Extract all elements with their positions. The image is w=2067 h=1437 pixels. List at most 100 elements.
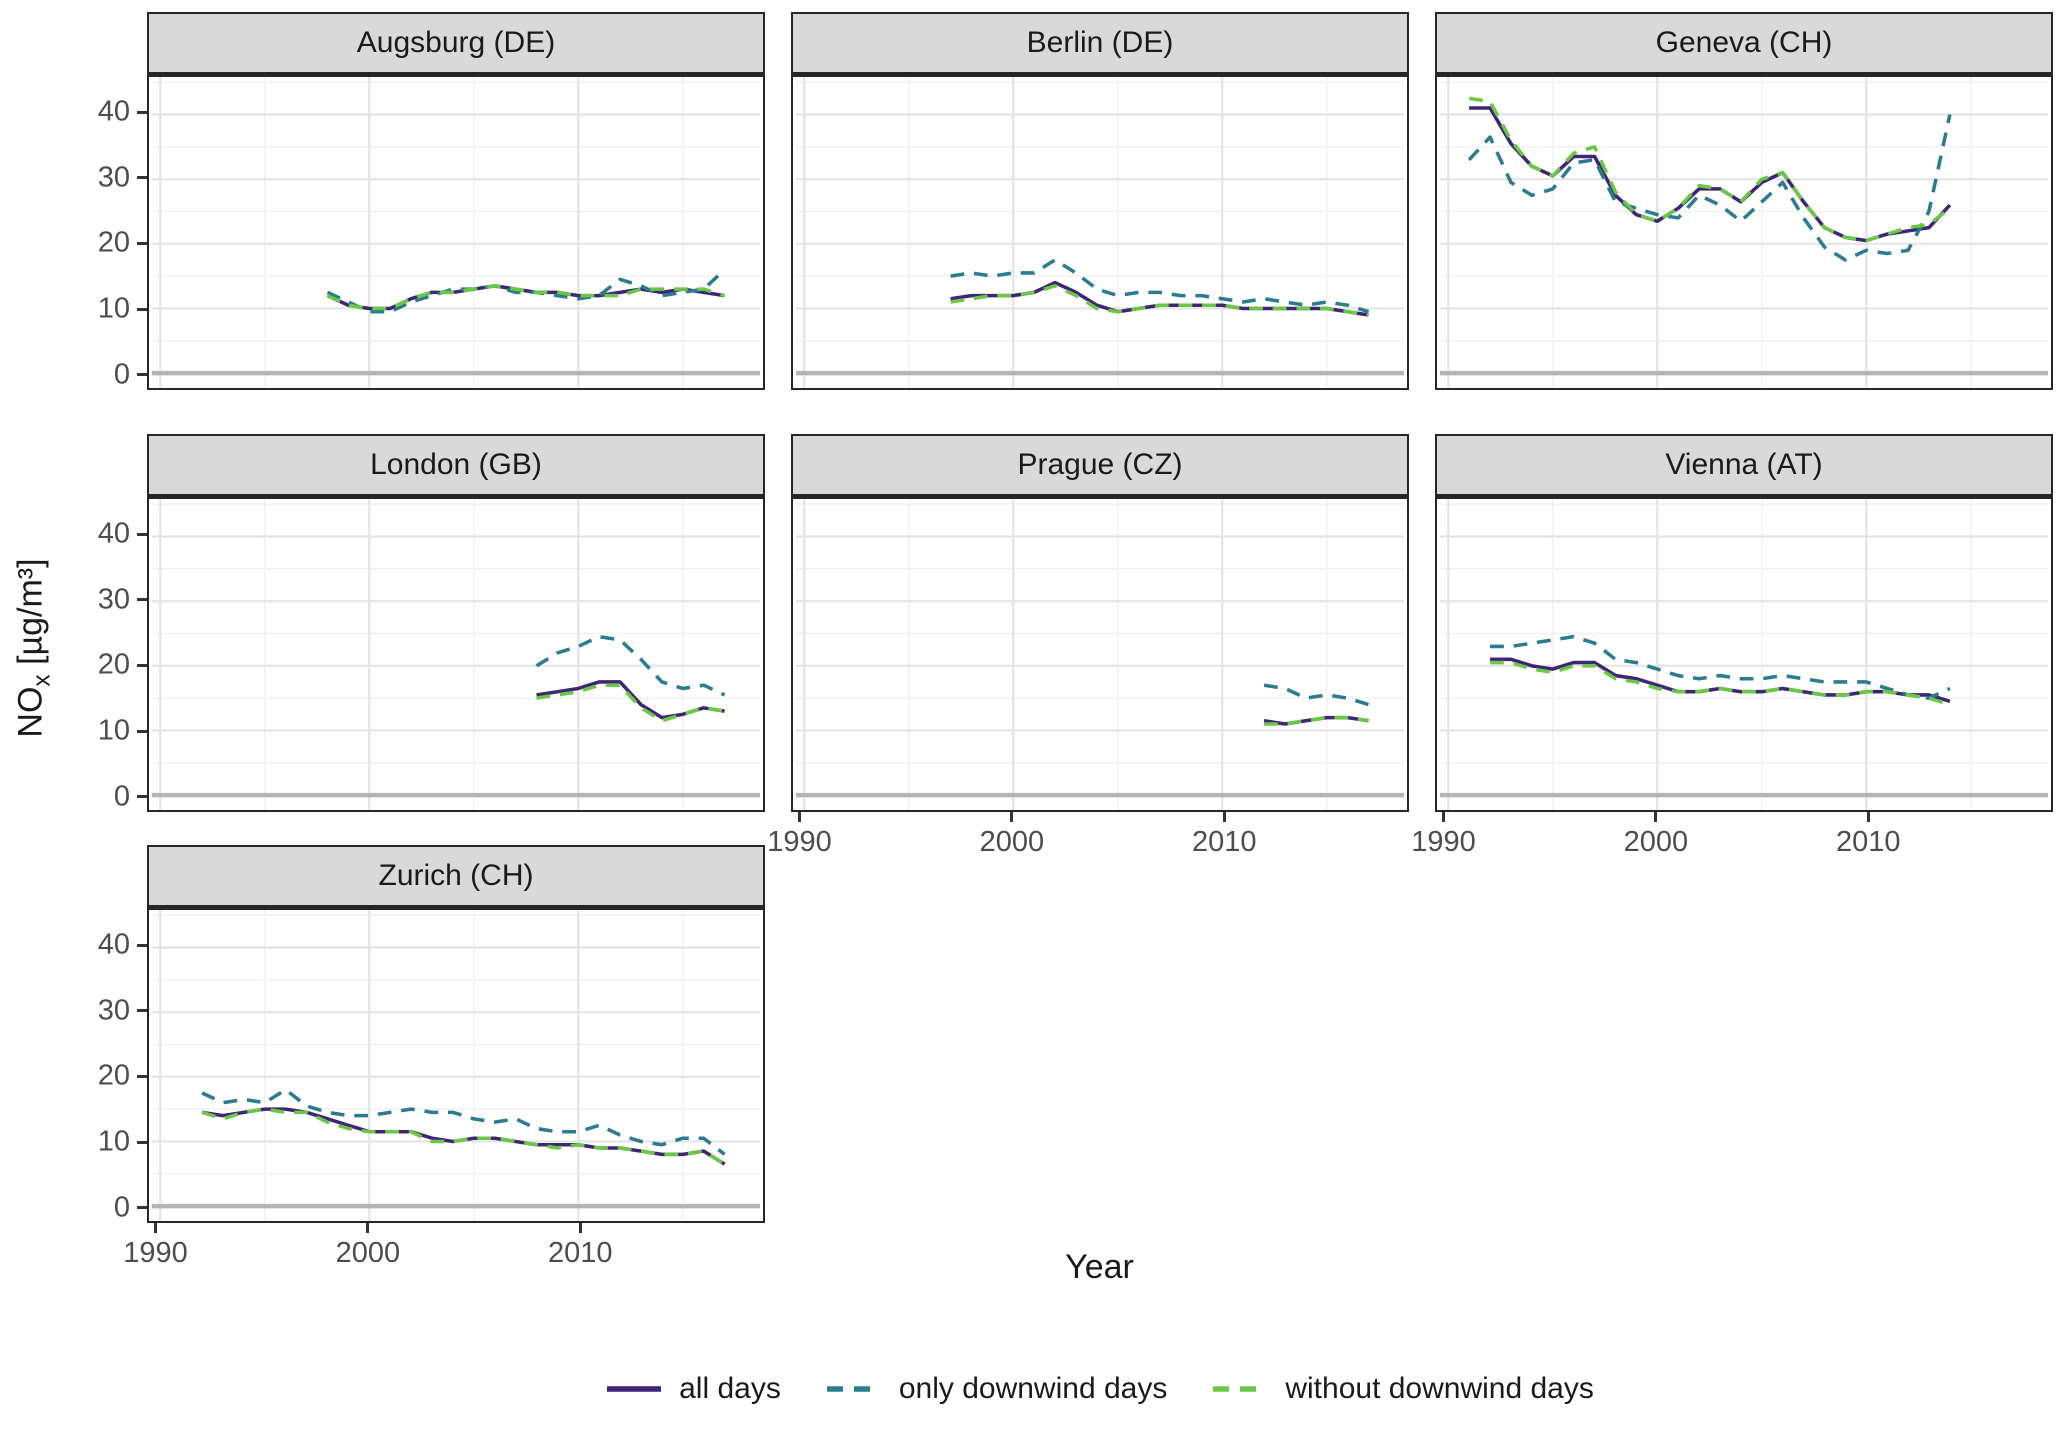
series-line-all-days	[1469, 106, 1952, 243]
x-tick-mark	[1654, 812, 1658, 822]
facet-cell-zurich: Zurich (CH)	[147, 845, 765, 1223]
facet-strip: Geneva (CH)	[1435, 12, 2053, 74]
y-tick-label: 10	[97, 714, 130, 747]
facet-title: London (GB)	[370, 448, 542, 481]
facet-title: Prague (CZ)	[1017, 448, 1183, 481]
facet-cell-berlin: Berlin (DE)	[791, 12, 1409, 390]
y-tick-label: 20	[97, 226, 130, 259]
facet-panel-berlin	[791, 74, 1409, 390]
facet-strip: Zurich (CH)	[147, 845, 765, 907]
facet-title: Geneva (CH)	[1655, 26, 1833, 59]
legend-label: only downwind days	[898, 1372, 1168, 1405]
x-tick-label: 2010	[1191, 826, 1257, 858]
legend-label: without downwind days	[1285, 1372, 1594, 1405]
facet-cell-augsburg: Augsburg (DE)	[147, 12, 765, 390]
y-tick-mark	[137, 598, 147, 602]
legend-key-dashed-line-icon	[1213, 1386, 1268, 1392]
y-tick-label: 30	[97, 994, 130, 1027]
facet-strip: Augsburg (DE)	[147, 12, 765, 74]
facet-strip: London (GB)	[147, 434, 765, 496]
x-tick-mark	[797, 812, 801, 822]
legend-label: all days	[679, 1372, 781, 1405]
y-tick-mark	[137, 1074, 147, 1078]
series-line-only-downwind-days	[1467, 114, 1952, 262]
series-line-without-downwind-days	[1264, 715, 1369, 726]
y-tick-mark	[137, 241, 147, 245]
series-line-all-days	[326, 284, 725, 311]
x-tick-mark	[1222, 812, 1226, 822]
x-tick-label: 1990	[1411, 826, 1476, 858]
x-tick-label: 2000	[979, 826, 1045, 858]
series-line-without-downwind-days	[1490, 660, 1951, 707]
x-tick-mark	[1866, 812, 1870, 822]
x-tick-label: 1990	[767, 826, 832, 858]
facet-cell-geneva: Geneva (CH)	[1435, 12, 2053, 390]
x-tick-label: 2000	[1623, 826, 1689, 858]
facet-panel-vienna	[1435, 496, 2053, 812]
x-tick-mark	[1441, 812, 1445, 822]
legend: all days only downwind days without down…	[147, 1372, 2052, 1406]
y-tick-label: 0	[113, 780, 130, 813]
facet-strip: Prague (CZ)	[791, 434, 1409, 496]
facet-panel-augsburg	[147, 74, 765, 390]
series-line-without-downwind-days	[536, 683, 725, 723]
facet-title: Berlin (DE)	[1026, 26, 1174, 59]
y-tick-mark	[137, 663, 147, 667]
series-line-without-downwind-days	[326, 284, 726, 311]
facet-cell-vienna: Vienna (AT)	[1435, 434, 2053, 812]
series-line-without-downwind-days	[1468, 96, 1951, 243]
y-tick-mark	[137, 1140, 147, 1144]
y-tick-mark	[137, 795, 147, 799]
facet-title: Augsburg (DE)	[356, 26, 556, 59]
y-tick-label: 40	[97, 517, 130, 550]
y-tick-label: 40	[97, 95, 130, 128]
series-line-without-downwind-days	[201, 1107, 726, 1166]
y-tick-mark	[137, 1009, 147, 1013]
y-tick-label: 10	[97, 292, 130, 325]
facet-panel-london	[147, 496, 765, 812]
y-tick-mark	[137, 176, 147, 180]
series-line-without-downwind-days	[950, 284, 1369, 317]
facet-title: Vienna (AT)	[1665, 448, 1823, 481]
legend-item-only-downwind-days: only downwind days	[825, 1372, 1168, 1406]
series-line-all-days	[536, 680, 725, 720]
facet-panel-zurich	[147, 907, 765, 1223]
facet-panel-prague	[791, 496, 1409, 812]
y-tick-label: 30	[97, 161, 130, 194]
series-line-only-downwind-days	[535, 634, 726, 697]
legend-item-all-days: all days	[605, 1372, 781, 1406]
x-axis-title: Year	[1065, 1248, 1134, 1286]
y-tick-label: 0	[113, 1191, 130, 1224]
y-tick-mark	[137, 110, 147, 114]
y-tick-mark	[137, 943, 147, 947]
x-tick-label: 2000	[335, 1237, 401, 1269]
facet-strip: Berlin (DE)	[791, 12, 1409, 74]
y-tick-mark	[137, 729, 147, 733]
series-line-only-downwind-days	[201, 1087, 726, 1156]
y-tick-label: 10	[97, 1125, 130, 1158]
y-tick-mark	[137, 307, 147, 311]
series-line-only-downwind-days	[950, 258, 1370, 314]
series-line-all-days	[201, 1107, 726, 1166]
x-tick-mark	[153, 1223, 157, 1233]
facet-title: Zurich (CH)	[378, 859, 534, 892]
facet-cell-london: London (GB)	[147, 434, 765, 812]
y-tick-mark	[137, 373, 147, 377]
y-tick-label: 40	[97, 928, 130, 961]
x-tick-mark	[366, 1223, 370, 1233]
series-line-only-downwind-days	[1263, 683, 1370, 707]
facet-panel-geneva	[1435, 74, 2053, 390]
y-tick-label: 20	[97, 648, 130, 681]
y-tick-mark	[137, 1206, 147, 1210]
x-tick-mark	[1010, 812, 1014, 822]
x-tick-label: 2010	[1835, 826, 1901, 858]
facet-strip: Vienna (AT)	[1435, 434, 2053, 496]
y-tick-label: 20	[97, 1059, 130, 1092]
legend-key-solid-line-icon	[607, 1386, 662, 1392]
legend-item-without-downwind-days: without downwind days	[1211, 1372, 1594, 1406]
series-line-only-downwind-days	[1490, 634, 1951, 700]
facet-cell-prague: Prague (CZ)	[791, 434, 1409, 812]
x-tick-label: 1990	[123, 1237, 188, 1269]
x-tick-mark	[578, 1223, 582, 1233]
